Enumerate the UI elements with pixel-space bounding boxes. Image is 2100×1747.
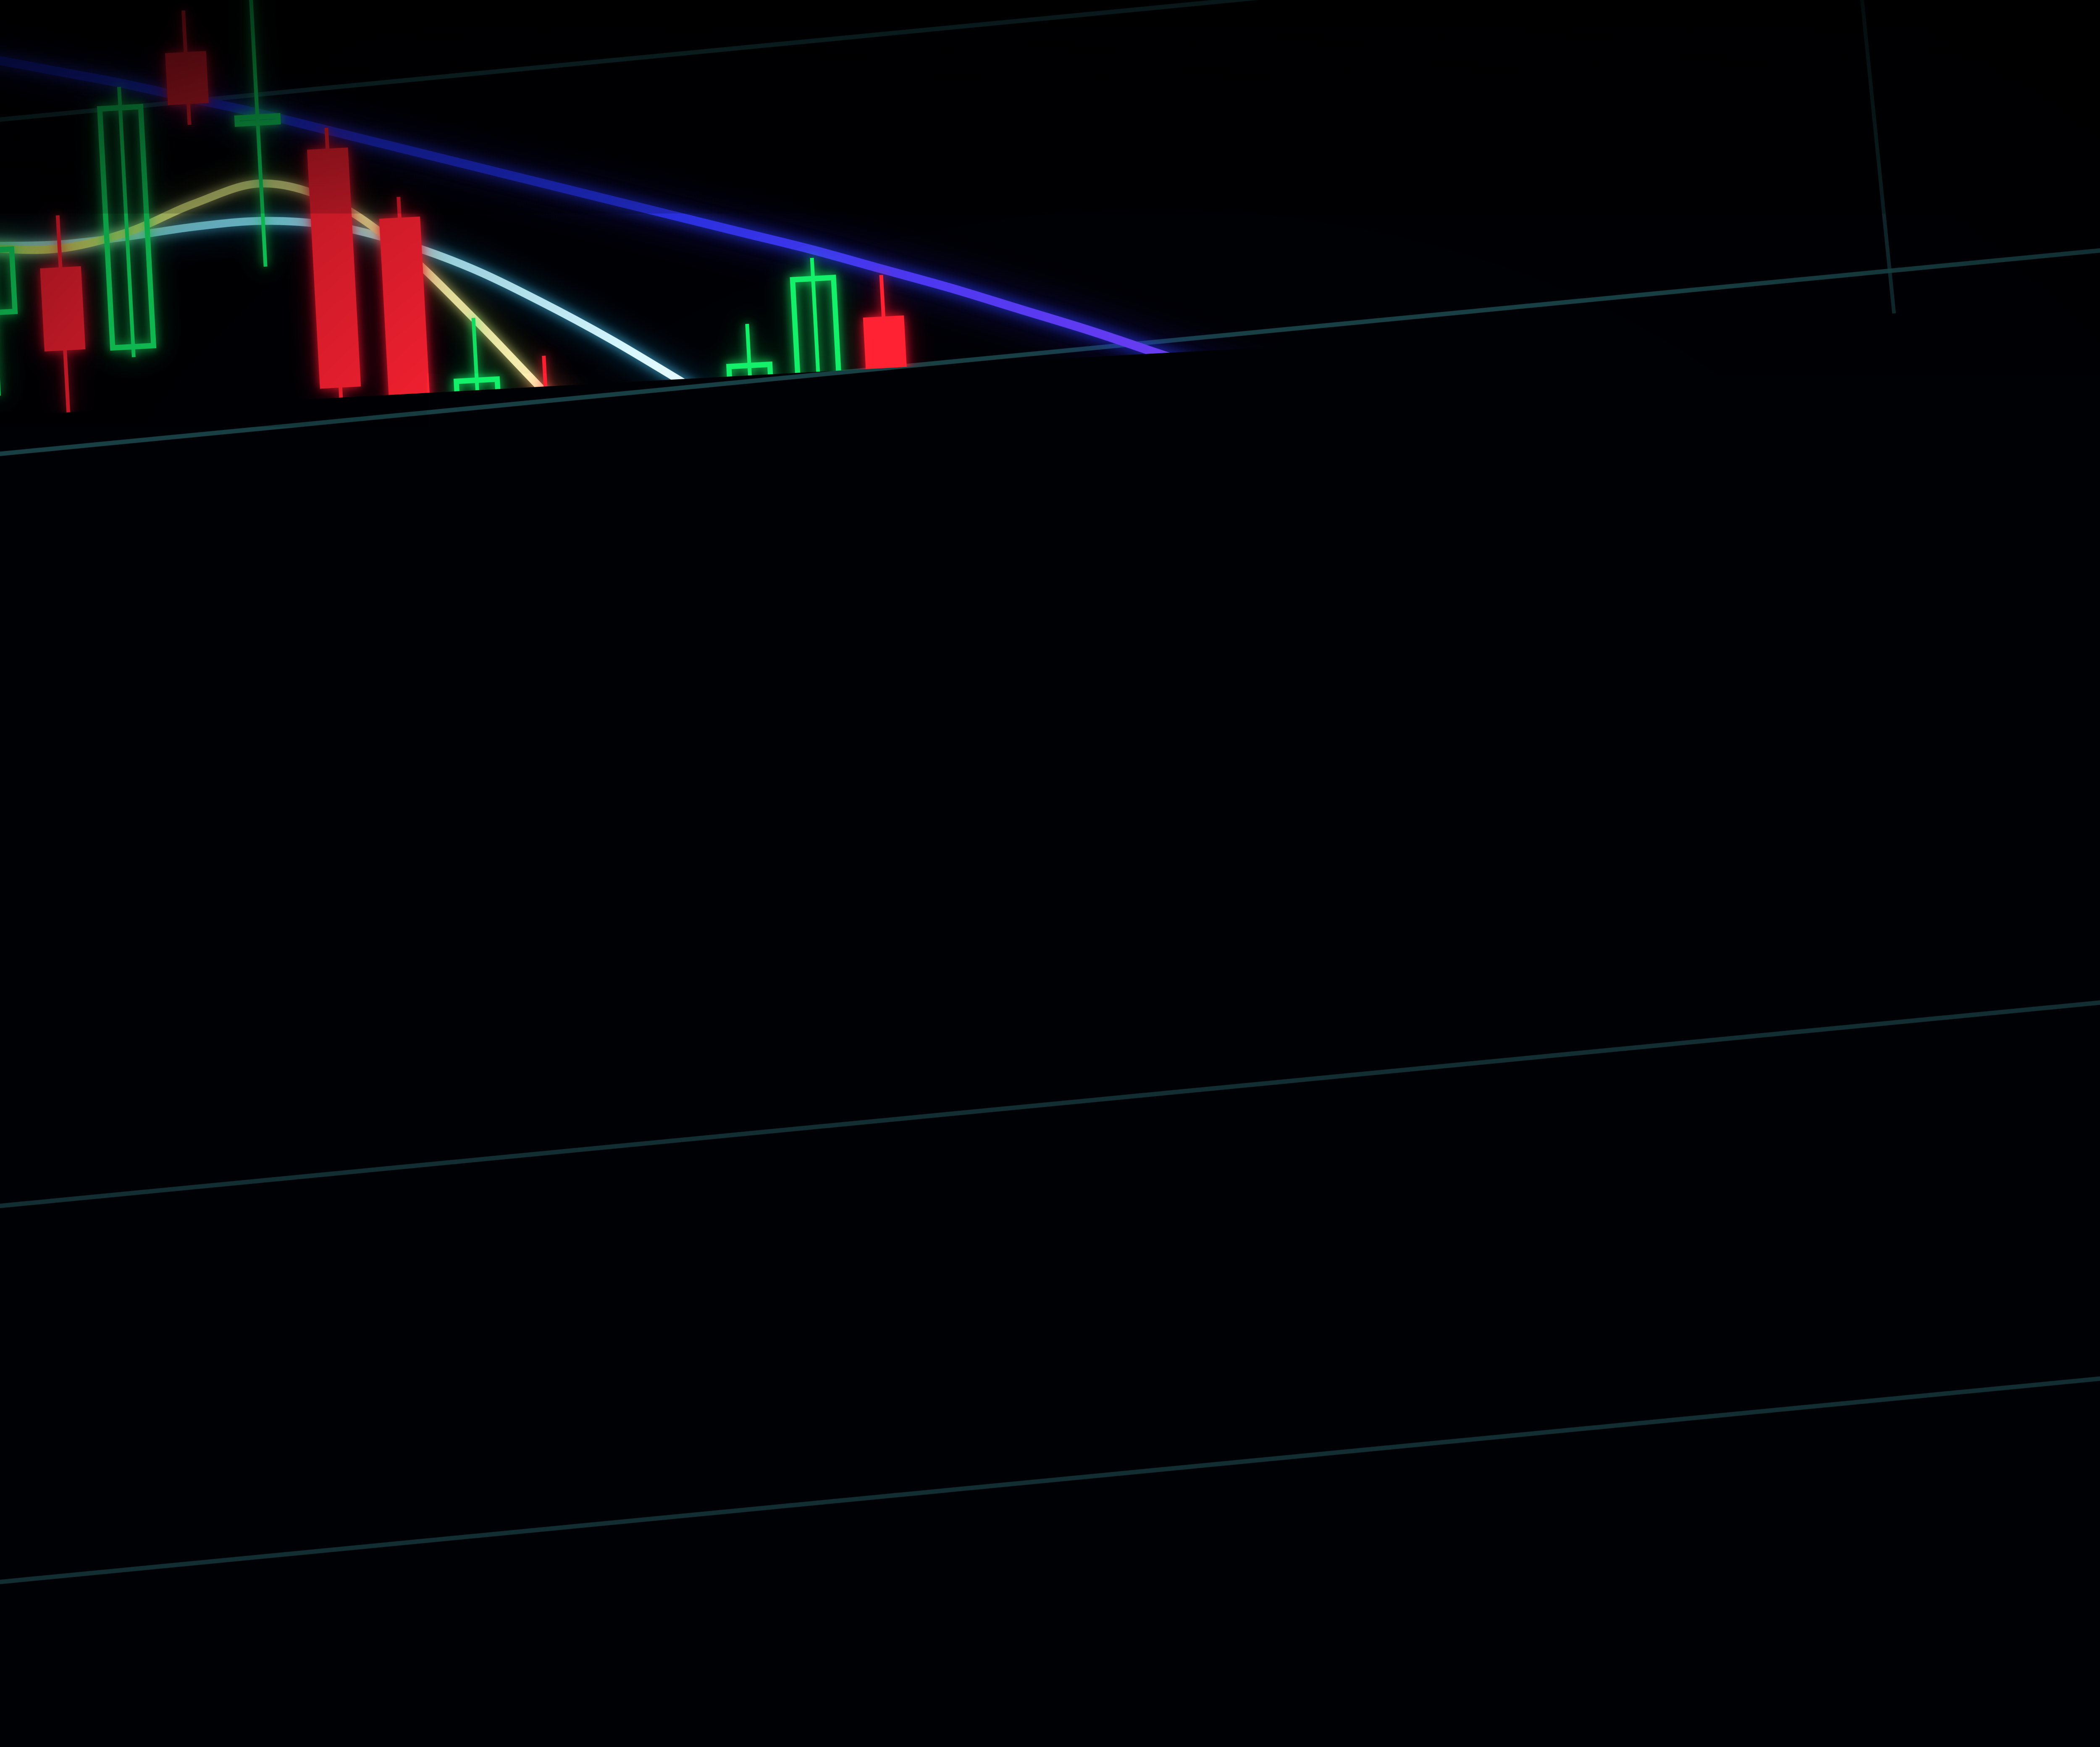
candle-body [1302,855,1352,1023]
candle-wick [117,87,136,357]
screenshot-root [0,0,2100,1747]
candlestick[interactable] [2086,1437,2100,1747]
candle-wick [2035,1421,2061,1747]
candlestick[interactable] [98,86,154,359]
candlestick[interactable] [791,257,863,820]
candle-wick [0,240,1,396]
candlestick[interactable] [2016,1420,2080,1747]
candle-body [1378,996,1430,1206]
candle-body [525,396,570,461]
candle-body [2088,1479,2100,1747]
candlestick[interactable] [453,317,501,464]
candle-wick [1246,734,1270,1119]
candle-body [1029,848,1076,975]
candlestick[interactable] [1588,1089,1651,1486]
candlestick[interactable] [523,355,575,565]
candle-body [953,707,1006,938]
candlestick[interactable] [306,127,373,607]
candle-wick [1104,638,1128,1012]
candle-body [1885,1511,1940,1747]
candlestick[interactable] [1882,1469,1944,1747]
candle-body [40,266,85,351]
candle-body [1526,1197,1581,1469]
candlestick[interactable] [1658,1106,1711,1337]
candlestick[interactable] [595,413,654,748]
candle-wick [471,318,483,464]
candle-body [1735,1269,1783,1416]
candle-body [165,51,209,105]
candlestick[interactable] [950,665,1008,979]
candle-wick [1607,1090,1632,1485]
candlestick[interactable] [1227,734,1289,1120]
candlestick[interactable] [1961,1653,2016,1747]
candlestick[interactable] [1027,828,1078,1017]
candlestick[interactable] [861,274,929,775]
candlestick[interactable] [163,10,210,126]
candle-body [1809,1369,1859,1558]
candlestick[interactable] [1085,637,1147,1013]
candlestick[interactable] [1454,1128,1503,1285]
candle-body [1660,1148,1709,1296]
candle-body [675,638,726,828]
candlestick[interactable] [1300,813,1354,1065]
candlestick[interactable] [1159,737,1231,1300]
bearish-candles[interactable] [0,0,2100,1747]
candle-wick [248,0,267,267]
candle-body [379,217,432,437]
candle-body [307,147,361,388]
candle-body [596,434,651,707]
candlestick[interactable] [1517,1031,1592,1677]
candlestick[interactable] [37,214,89,414]
candlestick[interactable] [1803,1265,1862,1600]
candlestick[interactable] [378,196,433,468]
candlestick[interactable] [0,239,19,397]
candle-wick [1178,738,1212,1300]
candlestick[interactable] [1732,1227,1786,1458]
candlestick[interactable] [1376,955,1433,1248]
candle-body [0,249,15,314]
candle-body [863,315,926,733]
candlestick[interactable] [727,323,822,1323]
candlestick[interactable] [230,0,286,268]
candlestick-series[interactable] [0,0,2100,1747]
candlestick[interactable] [674,617,730,890]
candle-body [1964,1715,2014,1747]
monitor-screen [0,0,2100,1747]
candle-body [1455,1149,1501,1244]
